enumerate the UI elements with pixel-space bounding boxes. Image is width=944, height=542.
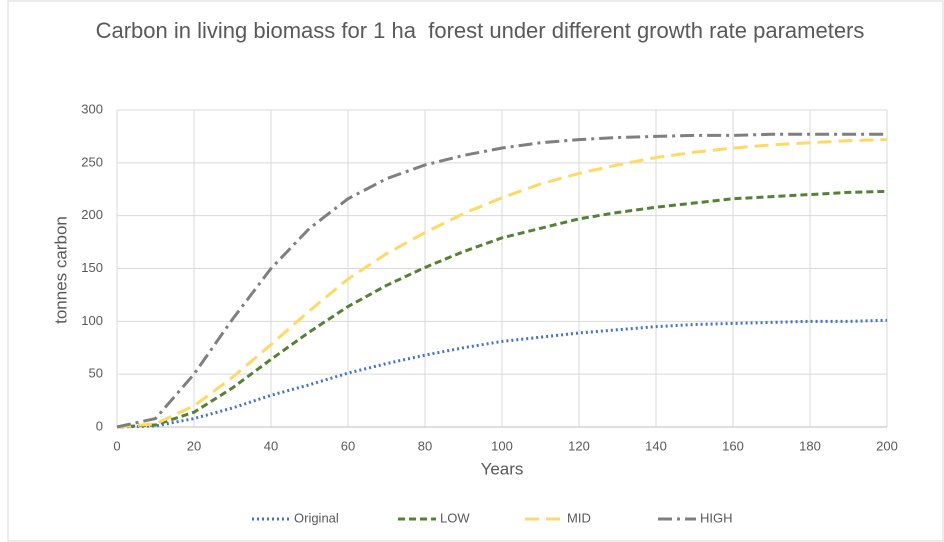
legend-label: LOW (440, 510, 470, 525)
series-line (116, 132, 887, 429)
x-tick-label: 60 (341, 438, 355, 453)
y-tick-label: 100 (81, 313, 103, 328)
legend-label: HIGH (700, 510, 733, 525)
x-tick-label: 180 (799, 438, 821, 453)
x-tick-label: 20 (187, 438, 201, 453)
x-tick-label: 140 (645, 438, 667, 453)
chart-border (7, 0, 944, 542)
legend-label: Original (294, 510, 339, 525)
x-tick-label: 40 (264, 438, 278, 453)
x-tick-label: 160 (722, 438, 744, 453)
x-tick-label: 100 (491, 438, 513, 453)
y-tick-label: 150 (81, 260, 103, 275)
x-tick-label: 80 (418, 438, 432, 453)
x-axis-title: Years (481, 459, 524, 478)
series-line (116, 318, 888, 429)
legend-label: MID (567, 510, 591, 525)
series-line (116, 189, 888, 429)
x-tick-label: 200 (876, 438, 898, 453)
x-tick-label: 0 (113, 438, 120, 453)
y-tick-label: 300 (81, 101, 103, 116)
x-tick-label: 120 (568, 438, 590, 453)
y-tick-label: 0 (96, 418, 103, 433)
chart-title: Carbon in living biomass for 1 ha forest… (95, 18, 865, 43)
y-axis-title: tonnes carbon (51, 216, 70, 324)
y-tick-label: 200 (81, 207, 103, 222)
y-tick-label: 50 (89, 366, 103, 381)
series-line (116, 138, 888, 429)
y-tick-label: 250 (81, 154, 103, 169)
